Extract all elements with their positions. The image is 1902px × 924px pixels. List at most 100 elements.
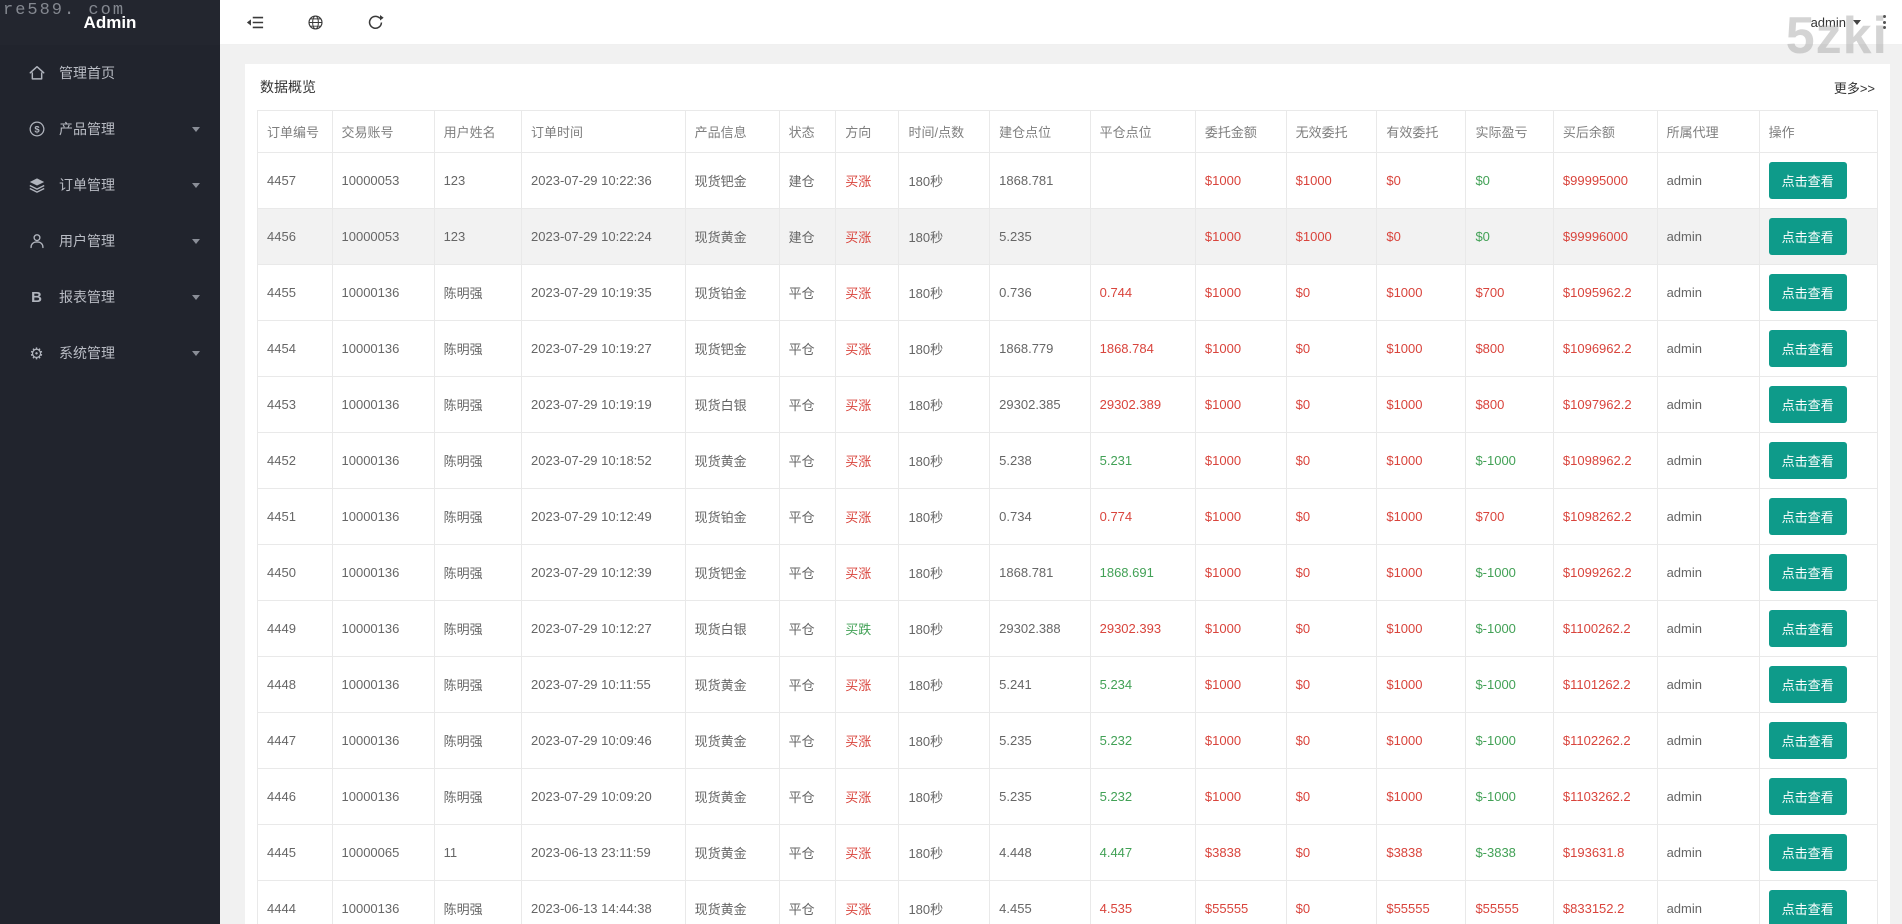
topbar: admin bbox=[220, 0, 1902, 45]
cell-open: 29302.388 bbox=[989, 600, 1091, 657]
view-details-button[interactable]: 点击查看 bbox=[1768, 442, 1847, 479]
cell-duration: 180秒 bbox=[898, 712, 991, 769]
sidebar-item-home[interactable]: 管理首页 bbox=[0, 45, 220, 101]
view-details-button[interactable]: 点击查看 bbox=[1768, 722, 1847, 759]
cell-direction: 买涨 bbox=[835, 880, 900, 924]
view-details-button[interactable]: 点击查看 bbox=[1768, 218, 1847, 255]
cell-name: 123 bbox=[433, 208, 523, 265]
view-details-button[interactable]: 点击查看 bbox=[1768, 610, 1847, 647]
view-details-button[interactable]: 点击查看 bbox=[1768, 386, 1847, 423]
cell-direction: 买涨 bbox=[835, 152, 900, 209]
cell-open: 4.455 bbox=[989, 880, 1091, 924]
cell-invalid: $0 bbox=[1285, 880, 1378, 924]
table-row: 4451 10000136 陈明强 2023-07-29 10:12:49 现货铂金 平仓… bbox=[257, 488, 1879, 545]
sidebar-item-users[interactable]: 用户管理 bbox=[0, 213, 220, 269]
view-details-button[interactable]: 点击查看 bbox=[1768, 162, 1847, 199]
cell-status: 平仓 bbox=[778, 544, 837, 601]
view-details-button[interactable]: 点击查看 bbox=[1768, 666, 1847, 703]
cell-id: 4453 bbox=[257, 376, 333, 433]
collapse-menu-icon[interactable] bbox=[246, 13, 264, 31]
view-details-button[interactable]: 点击查看 bbox=[1768, 274, 1847, 311]
cell-status: 平仓 bbox=[778, 712, 837, 769]
cell-action: 点击查看 bbox=[1758, 320, 1879, 377]
chevron-down-icon bbox=[192, 126, 200, 132]
cell-balance: $1096962.2 bbox=[1552, 320, 1658, 377]
cell-status: 平仓 bbox=[778, 768, 837, 825]
cell-close: 5.231 bbox=[1089, 432, 1196, 489]
more-link[interactable]: 更多>> bbox=[1833, 80, 1875, 96]
cell-profit: $700 bbox=[1465, 264, 1554, 321]
view-details-button[interactable]: 点击查看 bbox=[1768, 498, 1847, 535]
cell-product: 现货白银 bbox=[684, 600, 780, 657]
column-header: 买后余额 bbox=[1552, 110, 1658, 153]
cell-duration: 180秒 bbox=[898, 600, 991, 657]
cell-amount: $1000 bbox=[1194, 208, 1287, 265]
reports-icon: B bbox=[31, 288, 42, 306]
cell-id: 4452 bbox=[257, 432, 333, 489]
cell-agent: admin bbox=[1656, 880, 1760, 924]
cell-amount: $1000 bbox=[1194, 656, 1287, 713]
sidebar-item-orders[interactable]: 订单管理 bbox=[0, 157, 220, 213]
cell-direction: 买涨 bbox=[835, 264, 900, 321]
cell-open: 5.235 bbox=[989, 208, 1091, 265]
cell-profit: $-1000 bbox=[1465, 712, 1554, 769]
cell-account: 10000053 bbox=[331, 208, 435, 265]
cell-duration: 180秒 bbox=[898, 208, 991, 265]
cell-profit: $700 bbox=[1465, 488, 1554, 545]
cell-agent: admin bbox=[1656, 544, 1760, 601]
card-header: 数据概览 更多>> bbox=[245, 64, 1890, 110]
column-header: 时间/点数 bbox=[898, 110, 991, 153]
cell-action: 点击查看 bbox=[1758, 880, 1879, 924]
cell-duration: 180秒 bbox=[898, 768, 991, 825]
cell-close: 0.774 bbox=[1089, 488, 1196, 545]
cell-product: 现货钯金 bbox=[684, 320, 780, 377]
cell-direction: 买涨 bbox=[835, 824, 900, 881]
cell-balance: $1103262.2 bbox=[1552, 768, 1658, 825]
cell-id: 4454 bbox=[257, 320, 333, 377]
table-row: 4448 10000136 陈明强 2023-07-29 10:11:55 现货黄金 平仓… bbox=[257, 656, 1879, 713]
cell-invalid: $1000 bbox=[1285, 152, 1378, 209]
cell-status: 平仓 bbox=[778, 264, 837, 321]
cell-time: 2023-07-29 10:19:27 bbox=[521, 320, 686, 377]
cell-agent: admin bbox=[1656, 600, 1760, 657]
table-row: 4446 10000136 陈明强 2023-07-29 10:09:20 现货黄金 平仓… bbox=[257, 768, 1879, 825]
more-options-icon[interactable] bbox=[1881, 13, 1888, 31]
cell-name: 11 bbox=[433, 824, 523, 881]
cell-name: 陈明强 bbox=[433, 376, 523, 433]
column-header: 平仓点位 bbox=[1089, 110, 1196, 153]
cell-time: 2023-07-29 10:11:55 bbox=[521, 656, 686, 713]
column-header: 无效委托 bbox=[1285, 110, 1378, 153]
view-details-button[interactable]: 点击查看 bbox=[1768, 778, 1847, 815]
cell-name: 陈明强 bbox=[433, 432, 523, 489]
cell-invalid: $0 bbox=[1285, 656, 1378, 713]
cell-product: 现货钯金 bbox=[684, 152, 780, 209]
cell-valid: $1000 bbox=[1376, 376, 1467, 433]
column-header: 订单编号 bbox=[257, 110, 333, 153]
view-details-button[interactable]: 点击查看 bbox=[1768, 890, 1847, 924]
chevron-down-icon bbox=[192, 294, 200, 300]
cell-duration: 180秒 bbox=[898, 488, 991, 545]
globe-icon[interactable] bbox=[306, 13, 324, 31]
cell-duration: 180秒 bbox=[898, 264, 991, 321]
cell-duration: 180秒 bbox=[898, 824, 991, 881]
product-icon: $ bbox=[27, 120, 46, 139]
refresh-icon[interactable] bbox=[366, 13, 384, 31]
view-details-button[interactable]: 点击查看 bbox=[1768, 330, 1847, 367]
cell-amount: $1000 bbox=[1194, 488, 1287, 545]
cell-action: 点击查看 bbox=[1758, 600, 1879, 657]
cell-invalid: $0 bbox=[1285, 768, 1378, 825]
cell-amount: $1000 bbox=[1194, 152, 1287, 209]
cell-balance: $193631.8 bbox=[1552, 824, 1658, 881]
view-details-button[interactable]: 点击查看 bbox=[1768, 554, 1847, 591]
view-details-button[interactable]: 点击查看 bbox=[1768, 834, 1847, 871]
sidebar-item-reports[interactable]: B 报表管理 bbox=[0, 269, 220, 325]
cell-agent: admin bbox=[1656, 432, 1760, 489]
cell-id: 4455 bbox=[257, 264, 333, 321]
user-menu[interactable]: admin bbox=[1811, 15, 1861, 30]
sidebar-item-system[interactable]: ⚙ 系统管理 bbox=[0, 325, 220, 381]
cell-status: 平仓 bbox=[778, 376, 837, 433]
cell-product: 现货黄金 bbox=[684, 656, 780, 713]
sidebar-item-products[interactable]: $ 产品管理 bbox=[0, 101, 220, 157]
chevron-down-icon bbox=[192, 350, 200, 356]
cell-action: 点击查看 bbox=[1758, 544, 1879, 601]
